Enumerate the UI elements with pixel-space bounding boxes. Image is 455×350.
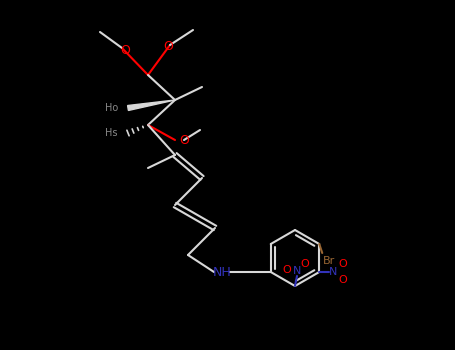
Text: N: N <box>329 267 338 277</box>
Text: Hs: Hs <box>106 128 118 138</box>
Text: Ho: Ho <box>105 103 118 113</box>
Text: O: O <box>283 265 291 275</box>
Text: O: O <box>120 43 130 56</box>
Text: NH: NH <box>212 266 232 280</box>
Text: O: O <box>339 275 348 285</box>
Text: O: O <box>163 41 173 54</box>
Text: N: N <box>293 266 301 276</box>
Text: O: O <box>179 133 189 147</box>
Text: O: O <box>301 259 309 269</box>
Text: O: O <box>339 259 348 269</box>
Text: Br: Br <box>323 256 335 266</box>
Polygon shape <box>127 100 175 111</box>
